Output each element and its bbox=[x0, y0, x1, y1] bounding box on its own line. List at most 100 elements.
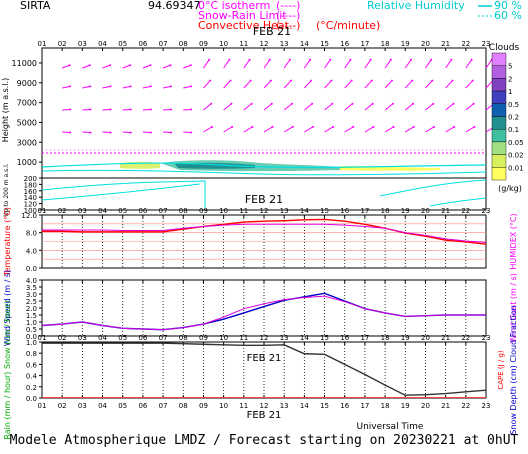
station-name: SIRTA bbox=[20, 0, 51, 12]
p1-ylabel-5000: 5000 bbox=[17, 118, 37, 127]
wind-arrow-head bbox=[69, 85, 71, 87]
p1-ylabel-1000: 1000 bbox=[17, 158, 37, 167]
wind-arrow-head bbox=[89, 132, 91, 134]
wind-arrow-head bbox=[311, 103, 313, 105]
precip-top-label-top-22: 22 bbox=[461, 334, 470, 342]
p1-top-label-top-20: 20 bbox=[421, 40, 430, 48]
wind-arrow-head bbox=[230, 103, 232, 105]
precip-bot-label-bottom-06: 06 bbox=[138, 402, 147, 410]
wind-arrow-head bbox=[269, 59, 271, 61]
wind-arrow-head bbox=[130, 108, 132, 110]
wind-arrow-head bbox=[370, 59, 372, 61]
wind-arrow-head bbox=[210, 103, 212, 105]
precip-top-label-top-13: 13 bbox=[280, 334, 289, 342]
wind-arrow bbox=[82, 109, 90, 110]
p1-top-label-top-09: 09 bbox=[199, 40, 208, 48]
precip-bot-label-bottom-20: 20 bbox=[421, 402, 430, 410]
temp-top-label-top-20: 20 bbox=[421, 207, 430, 215]
wind-arrow-head bbox=[413, 126, 415, 128]
temp-top-label-top-02: 02 bbox=[58, 207, 67, 215]
clouds-level-5: 5 bbox=[508, 63, 512, 71]
wind-arrow bbox=[143, 132, 151, 133]
wind-arrow bbox=[486, 60, 492, 68]
clouds-swatch bbox=[492, 104, 506, 117]
p1-top-label-top-11: 11 bbox=[239, 40, 248, 48]
wind-arrow-head bbox=[109, 85, 111, 87]
precip-bot-label-bottom-15: 15 bbox=[320, 402, 329, 410]
wind-arrow-head bbox=[412, 103, 414, 105]
temp-top-label-top-06: 06 bbox=[138, 207, 147, 215]
wind-arrow-head bbox=[471, 59, 473, 61]
temp-ylabel-4.0: 4.0 bbox=[26, 247, 37, 255]
wind-arrow-head bbox=[130, 85, 132, 87]
wind-arrow bbox=[82, 132, 90, 133]
clouds-swatch bbox=[492, 66, 506, 79]
clouds-unit: (g/kg) bbox=[498, 184, 522, 193]
wind-arrow-head bbox=[190, 64, 192, 66]
precip-bot-label-bottom-02: 02 bbox=[58, 402, 67, 410]
date-label-bottom: FEB 21 bbox=[247, 410, 282, 421]
wind-arrow-head bbox=[69, 132, 71, 134]
clouds-level-1: 1 bbox=[508, 88, 512, 96]
p1-top-label-top-21: 21 bbox=[441, 40, 450, 48]
p1-top-label-top-15: 15 bbox=[320, 40, 329, 48]
temp-top-label-top-04: 04 bbox=[98, 207, 107, 215]
temp-top-label-top-10: 10 bbox=[219, 207, 228, 215]
precip-top-label-top-05: 05 bbox=[118, 334, 127, 342]
wind-arrow-head bbox=[290, 80, 292, 82]
precip-top-label-top-16: 16 bbox=[340, 334, 349, 342]
precip-bot-label-bottom-03: 03 bbox=[78, 402, 87, 410]
wind-arrow-head bbox=[472, 80, 474, 82]
temp-top-label-top-22: 22 bbox=[461, 207, 470, 215]
precip-bot-label-bottom-11: 11 bbox=[239, 402, 248, 410]
clouds-level-0.2: 0.2 bbox=[508, 114, 519, 122]
wind-arrow bbox=[103, 132, 111, 133]
wind-arrow-head bbox=[272, 126, 274, 128]
wind-arrow-head bbox=[371, 80, 373, 82]
clouds-swatch bbox=[492, 117, 506, 130]
wind-arrow-head bbox=[329, 59, 331, 61]
precip-ylabel-0.4: 0.4 bbox=[26, 373, 38, 381]
humidity-60-label: 60 % bbox=[494, 9, 522, 22]
wind-arrow-head bbox=[450, 59, 452, 61]
precip-top-label-top-21: 21 bbox=[441, 334, 450, 342]
temp-top-label-top-08: 08 bbox=[179, 207, 188, 215]
p1-top-label-top-22: 22 bbox=[461, 40, 470, 48]
precip-bot-label-bottom-14: 14 bbox=[300, 402, 309, 410]
p1-top-label-top-14: 14 bbox=[300, 40, 309, 48]
precip-top-label-top-19: 19 bbox=[401, 334, 410, 342]
clouds-swatch bbox=[492, 167, 506, 180]
temp-top-label-top-17: 17 bbox=[360, 207, 369, 215]
precip-ylabel-right: Snow Depth (cm) Cloud Fraction bbox=[509, 305, 518, 434]
precip-bot-label-bottom-23: 23 bbox=[482, 402, 491, 410]
p1-ylabel-11000: 11000 bbox=[12, 59, 37, 68]
p1-ylabel: Height (m a.s.l.) bbox=[1, 78, 10, 143]
precip-top-label-top-18: 18 bbox=[381, 334, 390, 342]
clouds-swatch bbox=[492, 78, 506, 91]
temp-top-label-top-15: 15 bbox=[320, 207, 329, 215]
clouds-level-0.1: 0.1 bbox=[508, 126, 519, 134]
xlabel-universal-time: Universal Time bbox=[357, 422, 424, 432]
wind-arrow bbox=[143, 109, 151, 110]
wind-arrow-head bbox=[451, 80, 453, 82]
wind-arrow-head bbox=[473, 126, 475, 128]
wind-arrow-head bbox=[289, 59, 291, 61]
wind-arrow-head bbox=[129, 64, 131, 66]
wind-arrow-head bbox=[211, 126, 213, 128]
date-label-p4: FEB 21 bbox=[247, 353, 282, 364]
wind-arrow-head bbox=[410, 59, 412, 61]
wind-arrow-head bbox=[332, 126, 334, 128]
wind-arrow-head bbox=[69, 64, 71, 66]
wind-arrow-head bbox=[89, 64, 91, 66]
temp-ylabel-8.0: 8.0 bbox=[26, 230, 37, 238]
precip-ylabel-1.0: 1.0 bbox=[26, 339, 37, 347]
precip-bot-label-bottom-17: 17 bbox=[360, 402, 369, 410]
temp-top-label-top-09: 09 bbox=[199, 207, 208, 215]
clouds-swatch bbox=[492, 91, 506, 104]
temp-top-label-top-03: 03 bbox=[78, 207, 87, 215]
precip-ylabel-left: Rain (mm / hour) Snow (cm / hour) bbox=[3, 300, 12, 439]
date-label-top: FEB 21 bbox=[253, 25, 291, 38]
